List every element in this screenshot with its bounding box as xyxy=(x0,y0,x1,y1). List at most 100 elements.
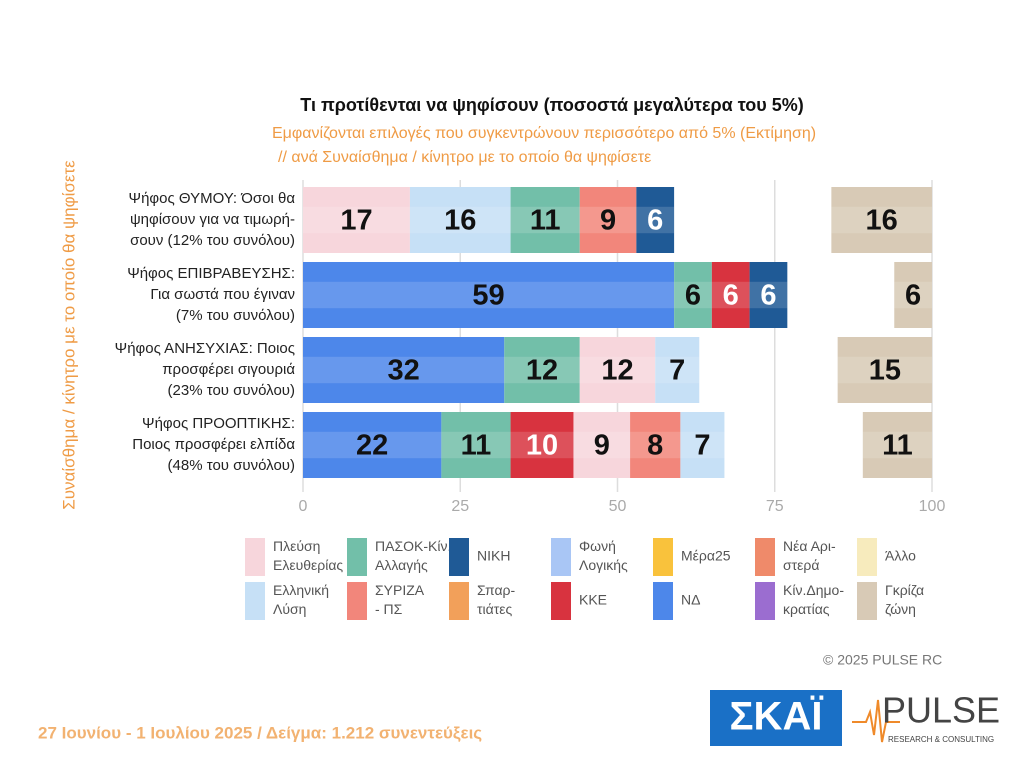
bar-shine xyxy=(674,281,712,309)
bar-shine xyxy=(749,281,788,309)
legend-swatch xyxy=(653,582,673,620)
subtitle: Εμφανίζονται επιλογές που συγκεντρώνουν … xyxy=(272,125,816,142)
value-label: 6 xyxy=(647,205,663,237)
legend-label: Γκρίζα xyxy=(885,582,924,598)
bar-shine xyxy=(441,431,511,459)
category-label: ψηφίσουν για να τιμωρή- xyxy=(130,211,295,228)
bar-segment xyxy=(303,337,505,403)
legend-label: Σπαρ- xyxy=(477,582,516,598)
grey-zone-bar xyxy=(894,262,932,328)
bar-segment xyxy=(680,412,725,478)
legend-label: Ελευθερίας xyxy=(273,557,343,573)
pulse-logo: PULSE xyxy=(882,690,1000,731)
bar-segment xyxy=(510,412,574,478)
bar-segment xyxy=(711,262,750,328)
grey-zone-bar xyxy=(862,412,932,478)
bar-segment xyxy=(579,337,656,403)
skai-logo-box xyxy=(710,690,842,746)
legend-swatch xyxy=(551,582,571,620)
bar-segment xyxy=(510,187,580,253)
category-label: Ψήφος ΑΝΗΣΥΧΙΑΣ: Ποιος xyxy=(115,340,295,357)
bar-segment xyxy=(504,337,580,403)
value-label: 6 xyxy=(760,280,776,312)
legend-swatch xyxy=(857,582,877,620)
legend-label: Αλλαγής xyxy=(375,557,428,573)
legend-label: Ελληνική xyxy=(273,582,329,598)
legend-label: Λογικής xyxy=(579,557,628,573)
skai-logo: ΣΚΑΪ xyxy=(730,695,824,739)
bar-segment xyxy=(303,412,442,478)
value-label: 7 xyxy=(694,430,710,462)
legend-label: Νέα Αρι- xyxy=(783,538,836,554)
category-label: προσφέρει σιγουριά xyxy=(162,361,295,378)
bar-shine xyxy=(579,356,656,384)
pulse-icon xyxy=(852,699,900,743)
bar-shine xyxy=(579,206,637,234)
x-tick-label: 25 xyxy=(451,498,469,515)
bar-shine xyxy=(831,206,932,234)
bar-shine xyxy=(303,356,505,384)
legend-swatch xyxy=(551,538,571,576)
bar-segment xyxy=(655,337,700,403)
legend-label: Φωνή xyxy=(579,538,616,554)
category-label: Ψήφος ΘΥΜΟΥ: Όσοι θα xyxy=(129,190,296,207)
bar-shine xyxy=(711,281,750,309)
value-label: 17 xyxy=(340,205,372,237)
bar-segment xyxy=(441,412,511,478)
legend-label: ΝΙΚΗ xyxy=(477,548,510,564)
category-label: Για σωστά που έγιναν xyxy=(150,286,295,303)
source-note: 27 Ιουνίου - 1 Ιουλίου 2025 / Δείγμα: 1.… xyxy=(38,723,482,742)
legend-label: ΚΚΕ xyxy=(579,592,607,608)
value-label: 16 xyxy=(866,205,898,237)
value-label: 16 xyxy=(444,205,476,237)
bar-segment xyxy=(749,262,788,328)
value-label: 12 xyxy=(601,355,633,387)
bar-shine xyxy=(837,356,932,384)
category-label: σουν (12% του συνόλου) xyxy=(130,232,295,249)
legend-label: ζώνη xyxy=(885,601,916,617)
legend-swatch xyxy=(653,538,673,576)
bar-shine xyxy=(303,281,675,309)
x-tick-label: 100 xyxy=(919,498,946,515)
y-axis-label: Συναίσθημα / κίνητρο με το οποίο θα ψηφί… xyxy=(59,160,78,510)
x-tick-label: 50 xyxy=(609,498,627,515)
legend-swatch xyxy=(755,582,775,620)
legend-label: ΣΥΡΙΖΑ xyxy=(375,582,425,598)
grey-zone-bar xyxy=(831,187,932,253)
bar-shine xyxy=(862,431,932,459)
bar-shine xyxy=(510,431,574,459)
legend-swatch xyxy=(857,538,877,576)
legend-label: στερά xyxy=(783,557,819,573)
value-label: 22 xyxy=(356,430,388,462)
legend-label: ΝΔ xyxy=(681,592,700,608)
value-label: 7 xyxy=(669,355,685,387)
bar-shine xyxy=(303,431,442,459)
value-label: 11 xyxy=(461,430,492,462)
grey-zone-bar xyxy=(837,337,932,403)
bar-shine xyxy=(504,356,580,384)
legend-swatch xyxy=(449,582,469,620)
value-label: 32 xyxy=(388,355,420,387)
value-label: 9 xyxy=(600,205,616,237)
category-label: (23% του συνόλου) xyxy=(168,382,295,399)
legend-swatch xyxy=(347,582,367,620)
bar-shine xyxy=(636,206,675,234)
legend-swatch xyxy=(755,538,775,576)
value-label: 59 xyxy=(472,280,504,312)
bar-shine xyxy=(573,431,631,459)
subtitle: // ανά Συναίσθημα / κίνητρο με το οποίο … xyxy=(278,149,651,166)
bar-shine xyxy=(510,206,580,234)
value-label: 10 xyxy=(526,430,558,462)
bar-segment xyxy=(409,187,511,253)
category-label: Ψήφος ΕΠΙΒΡΑΒΕΥΣΗΣ: xyxy=(127,265,295,282)
value-label: 11 xyxy=(882,430,913,462)
value-label: 9 xyxy=(594,430,610,462)
category-label: Ψήφος ΠΡΟΟΠΤΙΚΗΣ: xyxy=(142,415,295,432)
legend-label: Άλλο xyxy=(885,548,916,564)
legend-label: Κίν.Δημο- xyxy=(783,582,844,598)
value-label: 12 xyxy=(526,355,558,387)
copyright: © 2025 PULSE RC xyxy=(823,652,942,668)
legend-label: - ΠΣ xyxy=(375,601,403,617)
value-label: 11 xyxy=(530,205,561,237)
